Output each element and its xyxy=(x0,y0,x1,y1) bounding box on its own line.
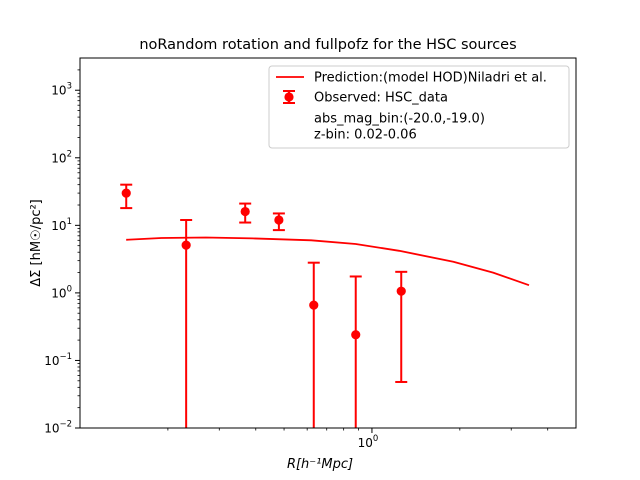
y-tick-label-exponent: 2 xyxy=(67,149,72,159)
y-tick-label-base: 10 xyxy=(51,219,66,233)
chart-title: noRandom rotation and fullpofz for the H… xyxy=(139,37,516,53)
y-tick-label-exponent: 3 xyxy=(67,82,72,92)
x-axis-label: R[h⁻¹Mpc] xyxy=(287,457,353,472)
x-tick-label-exponent: 0 xyxy=(373,434,378,444)
legend-entry-observed: Observed: HSC_data xyxy=(314,91,448,106)
observed-point-group xyxy=(272,212,285,232)
y-axis-label: ΔΣ [hM☉/pc²] xyxy=(29,199,44,286)
legend-entry-prediction: Prediction:(model HOD)Niladri et al. xyxy=(314,71,547,86)
y-tick-label-base: 10 xyxy=(51,151,66,165)
y-tick-label: 101 xyxy=(51,217,72,233)
y-tick-label-base: 10 xyxy=(51,84,66,98)
legend-note-mag-bin: abs_mag_bin:(-20.0,-19.0) xyxy=(314,112,485,127)
observed-point-group xyxy=(349,275,362,428)
observed-point xyxy=(181,240,191,250)
observed-point xyxy=(396,286,406,296)
observed-point-group xyxy=(395,270,408,383)
legend-marker xyxy=(284,92,294,102)
y-tick-label: 100 xyxy=(51,284,72,300)
y-tick-label: 103 xyxy=(51,82,72,98)
legend: Prediction:(model HOD)Niladri et al. Obs… xyxy=(268,65,570,149)
x-tick-label-base: 10 xyxy=(358,436,373,450)
legend-box xyxy=(268,65,570,149)
observed-point-group xyxy=(307,261,320,428)
observed-point-group xyxy=(120,183,133,210)
observed-point xyxy=(351,330,361,340)
y-tick-label-exponent: −1 xyxy=(59,352,72,362)
y-tick-label-exponent: −2 xyxy=(59,420,72,430)
legend-note-z-bin: z-bin: 0.02-0.06 xyxy=(314,128,417,143)
y-tick-label: 10−1 xyxy=(44,352,72,368)
observed-point xyxy=(240,206,250,217)
y-tick-label-exponent: 0 xyxy=(67,284,72,294)
observed-point xyxy=(309,300,319,310)
series-layer xyxy=(120,183,530,428)
observed-point-group xyxy=(239,202,252,224)
plot-frame xyxy=(79,57,577,429)
observed-point-group xyxy=(180,218,193,428)
y-tick-label-base: 10 xyxy=(44,354,59,368)
y-tick-label-base: 10 xyxy=(44,422,59,436)
observed-point xyxy=(121,188,131,198)
y-tick-label-base: 10 xyxy=(51,286,66,300)
y-tick-label-exponent: 1 xyxy=(67,217,72,227)
observed-point xyxy=(274,215,284,225)
prediction-line xyxy=(126,236,530,287)
y-tick-label: 102 xyxy=(51,149,72,165)
y-tick-label: 10−2 xyxy=(44,420,72,436)
x-tick-label: 100 xyxy=(358,434,379,450)
